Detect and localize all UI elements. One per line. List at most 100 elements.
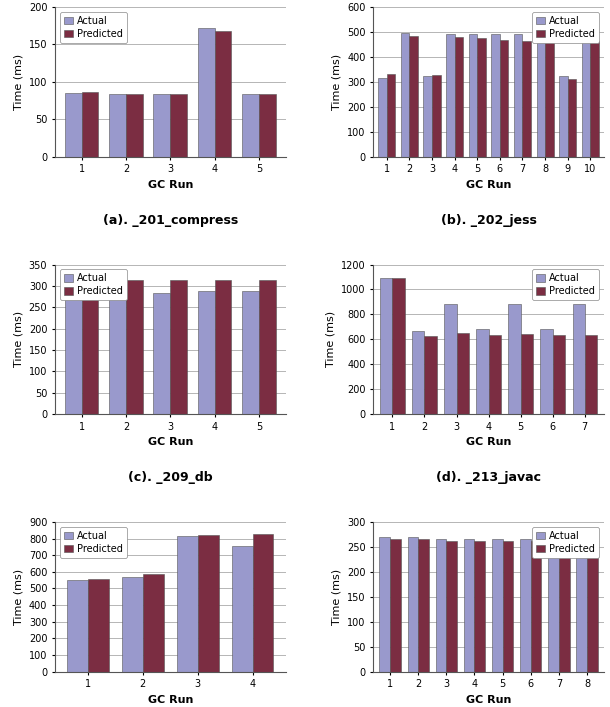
X-axis label: GC Run: GC Run [466, 438, 511, 448]
Bar [436, 539, 447, 672]
Bar [477, 37, 486, 157]
Bar [409, 36, 418, 157]
Bar [67, 580, 88, 672]
Bar [126, 280, 143, 414]
Bar [215, 31, 231, 157]
Bar [548, 539, 559, 672]
Text: (d). _213_javac: (d). _213_javac [436, 471, 541, 484]
Bar [520, 539, 531, 672]
Bar [109, 94, 126, 157]
Bar [491, 34, 500, 157]
Bar [587, 541, 598, 672]
Bar [590, 42, 599, 157]
Legend: Actual, Predicted: Actual, Predicted [60, 12, 127, 42]
Bar [444, 305, 456, 414]
Legend: Actual, Predicted: Actual, Predicted [60, 269, 127, 300]
Legend: Actual, Predicted: Actual, Predicted [532, 527, 599, 558]
Bar [492, 539, 503, 672]
Bar [153, 293, 170, 414]
Bar [170, 281, 187, 414]
Bar [109, 291, 126, 414]
Bar [531, 541, 542, 672]
Bar [553, 335, 565, 414]
Bar [545, 41, 554, 157]
Text: (a). _201_compress: (a). _201_compress [102, 214, 238, 227]
Bar [379, 537, 390, 672]
Bar [523, 41, 531, 157]
Bar [143, 574, 163, 672]
Bar [401, 33, 409, 157]
Bar [82, 93, 98, 157]
Bar [500, 40, 509, 157]
Bar [573, 305, 584, 414]
Bar [432, 75, 440, 157]
Bar [198, 291, 215, 414]
Bar [82, 280, 98, 414]
Y-axis label: Time (ms): Time (ms) [13, 54, 23, 110]
Legend: Actual, Predicted: Actual, Predicted [532, 269, 599, 300]
Y-axis label: Time (ms): Time (ms) [13, 568, 23, 625]
Text: (c). _209_db: (c). _209_db [128, 471, 212, 484]
Bar [456, 333, 468, 414]
X-axis label: GC Run: GC Run [148, 695, 193, 705]
Bar [122, 577, 143, 672]
Bar [65, 289, 82, 414]
Bar [425, 336, 437, 414]
Bar [582, 35, 590, 157]
Bar [489, 335, 501, 414]
Bar [537, 34, 545, 157]
Bar [559, 76, 568, 157]
Bar [259, 94, 276, 157]
Bar [380, 279, 392, 414]
Bar [446, 34, 454, 157]
X-axis label: GC Run: GC Run [148, 180, 193, 190]
Bar [447, 541, 457, 672]
Bar [390, 539, 401, 672]
Bar [198, 28, 215, 157]
Bar [198, 535, 218, 672]
Y-axis label: Time (ms): Time (ms) [331, 54, 342, 110]
Bar [475, 541, 485, 672]
Y-axis label: Time (ms): Time (ms) [13, 311, 23, 368]
Y-axis label: Time (ms): Time (ms) [325, 311, 336, 368]
Bar [576, 539, 587, 672]
Bar [126, 94, 143, 157]
Bar [88, 578, 109, 672]
Bar [253, 534, 273, 672]
Bar [215, 281, 231, 414]
Bar [568, 79, 576, 157]
Bar [423, 76, 432, 157]
Bar [520, 334, 533, 414]
Bar [476, 329, 489, 414]
Bar [407, 537, 418, 672]
X-axis label: GC Run: GC Run [148, 438, 193, 448]
Bar [514, 34, 523, 157]
Bar [468, 34, 477, 157]
Bar [259, 280, 276, 414]
Bar [584, 335, 597, 414]
Bar [559, 541, 570, 672]
Bar [177, 536, 198, 672]
Bar [65, 93, 82, 157]
Bar [503, 541, 514, 672]
Bar [540, 329, 553, 414]
Bar [170, 94, 187, 157]
Legend: Actual, Predicted: Actual, Predicted [60, 527, 127, 558]
Bar [232, 546, 253, 672]
Bar [153, 94, 170, 157]
Bar [454, 37, 463, 157]
Bar [464, 539, 475, 672]
Bar [378, 78, 387, 157]
X-axis label: GC Run: GC Run [466, 180, 511, 190]
Y-axis label: Time (ms): Time (ms) [331, 568, 342, 625]
Bar [508, 305, 520, 414]
X-axis label: GC Run: GC Run [466, 695, 511, 705]
Bar [412, 331, 425, 414]
Bar [387, 74, 395, 157]
Bar [242, 291, 259, 414]
Bar [242, 94, 259, 157]
Legend: Actual, Predicted: Actual, Predicted [532, 12, 599, 42]
Text: (b). _202_jess: (b). _202_jess [440, 214, 537, 227]
Bar [418, 539, 429, 672]
Bar [392, 279, 404, 414]
